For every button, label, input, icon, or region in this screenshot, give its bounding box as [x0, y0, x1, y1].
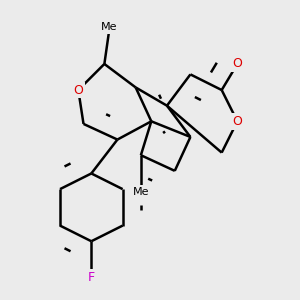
Text: Me: Me — [133, 187, 149, 197]
Text: O: O — [74, 83, 83, 97]
Text: O: O — [232, 115, 242, 128]
Text: Me: Me — [101, 22, 118, 32]
Text: F: F — [88, 271, 95, 284]
Text: O: O — [232, 58, 242, 70]
